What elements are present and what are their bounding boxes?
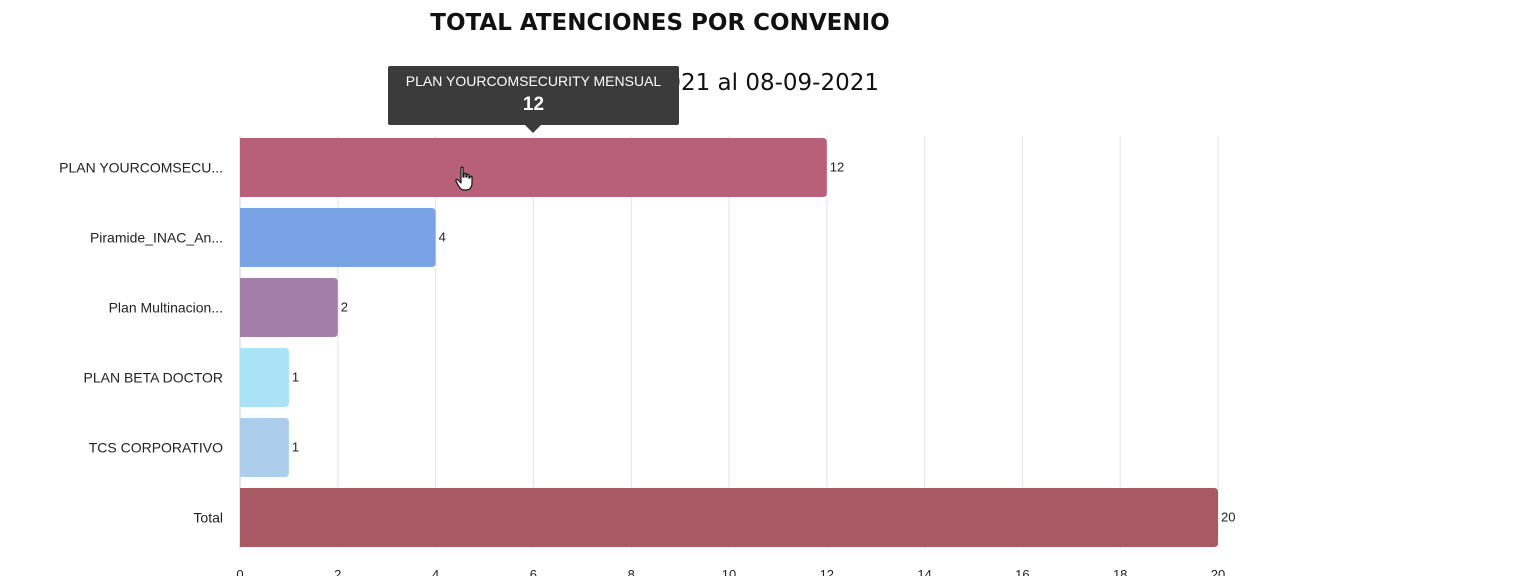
category-label: Piramide_INAC_An... [90,230,223,246]
x-tick-label: 16 [1015,567,1029,576]
data-label: 12 [830,160,844,175]
x-tick-label: 18 [1113,567,1127,576]
bar [240,348,289,407]
bar [240,138,827,197]
x-tick-label: 10 [722,567,736,576]
chart-title: TOTAL ATENCIONES POR CONVENIO [430,10,890,36]
category-label: PLAN BETA DOCTOR [83,370,223,386]
x-tick-label: 20 [1211,567,1225,576]
category-label: Total [193,510,223,526]
category-label: PLAN YOURCOMSECU... [59,160,223,176]
x-tick-label: 0 [236,567,243,576]
x-tick-label: 4 [432,567,439,576]
tooltip-title: PLAN YOURCOMSECURITY MENSUAL [405,73,662,89]
bar [240,418,289,477]
x-tick-label: 6 [530,567,537,576]
hand-pointer-icon [455,166,473,191]
tooltip: PLAN YOURCOMSECURITY MENSUAL 12 [388,66,679,133]
tooltip-value: 12 [522,94,545,115]
data-label: 1 [292,370,299,385]
category-label: Plan Multinacion... [109,300,223,316]
gridlines [239,136,1219,549]
x-tick-label: 14 [917,567,931,576]
data-label: 1 [292,440,299,455]
data-label: 4 [439,230,446,245]
category-label: TCS CORPORATIVO [89,440,223,456]
data-label: 2 [341,300,348,315]
x-tick-label: 8 [628,567,635,576]
bar [240,488,1218,547]
bars [240,138,1218,547]
data-label: 20 [1221,510,1235,525]
x-tick-label: 12 [820,567,834,576]
x-tick-label: 2 [334,567,341,576]
bar [240,208,436,267]
bar [240,278,338,337]
